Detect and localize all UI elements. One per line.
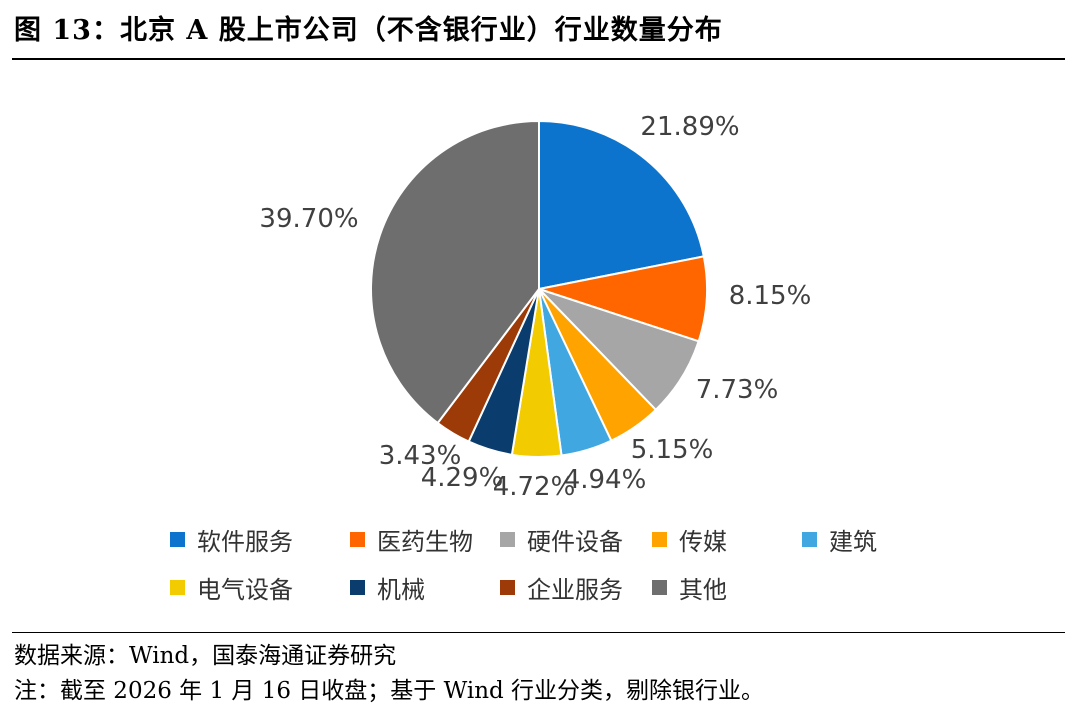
legend-swatch <box>500 579 515 595</box>
legend-swatch <box>170 579 185 595</box>
legend-item: 医药生物 <box>350 522 500 556</box>
legend-label: 建筑 <box>829 527 877 556</box>
legend-label: 软件服务 <box>197 527 293 556</box>
data-label: 4.94% <box>564 465 647 495</box>
data-label: 21.89% <box>640 112 739 142</box>
legend-swatch <box>350 579 365 595</box>
data-label: 7.73% <box>696 375 779 405</box>
legend-swatch <box>652 531 667 547</box>
legend-swatch <box>170 531 185 547</box>
legend-item: 机械 <box>350 570 500 604</box>
data-label: 39.70% <box>259 204 358 234</box>
pie-slice <box>538 119 705 291</box>
data-label: 8.15% <box>729 281 812 311</box>
title-rule <box>12 58 1065 60</box>
legend-item: 其他 <box>652 570 802 604</box>
pie-slices <box>370 119 708 458</box>
legend-swatch <box>500 531 515 547</box>
legend-label: 电气设备 <box>197 575 293 604</box>
data-label: 4.29% <box>421 463 504 493</box>
legend-item: 传媒 <box>652 522 802 556</box>
pie-data-labels: 21.89% 8.15% 7.73% 5.15%4.94%4.72%4.29%3.43… <box>259 112 811 502</box>
data-label: 4.72% <box>493 472 576 502</box>
data-label: 5.15% <box>631 435 714 465</box>
chart-legend: 软件服务 医药生物 硬件设备 传媒 建筑电气设备 机械 企业服务 其他 <box>170 522 890 604</box>
legend-label: 其他 <box>679 575 727 604</box>
legend-label: 医药生物 <box>377 527 473 556</box>
pie-chart: 21.89% 8.15% 7.73% 5.15%4.94%4.72%4.29%3.43… <box>259 112 811 502</box>
legend-item: 建筑 <box>802 522 892 556</box>
legend-label: 传媒 <box>679 527 727 556</box>
legend-swatch <box>802 531 817 547</box>
data-label: 3.43% <box>379 441 462 471</box>
legend-item: 硬件设备 <box>500 522 652 556</box>
legend-swatch <box>652 579 667 595</box>
legend-item: 企业服务 <box>500 570 652 604</box>
legend-label: 机械 <box>377 575 425 604</box>
pie-slice <box>370 119 540 425</box>
legend-item: 电气设备 <box>170 570 350 604</box>
legend-label: 企业服务 <box>527 575 623 604</box>
legend-item: 软件服务 <box>170 522 350 556</box>
footer-rule <box>12 632 1065 633</box>
legend-swatch <box>350 531 365 547</box>
figure-title: 图 13：北京 A 股上市公司（不含银行业）行业数量分布 <box>14 15 723 46</box>
source-note: 数据来源：Wind，国泰海通证券研究 <box>14 643 397 669</box>
footnote: 注：截至 2026 年 1 月 16 日收盘；基于 Wind 行业分类，剔除银行… <box>14 678 765 704</box>
legend-label: 硬件设备 <box>527 527 623 556</box>
